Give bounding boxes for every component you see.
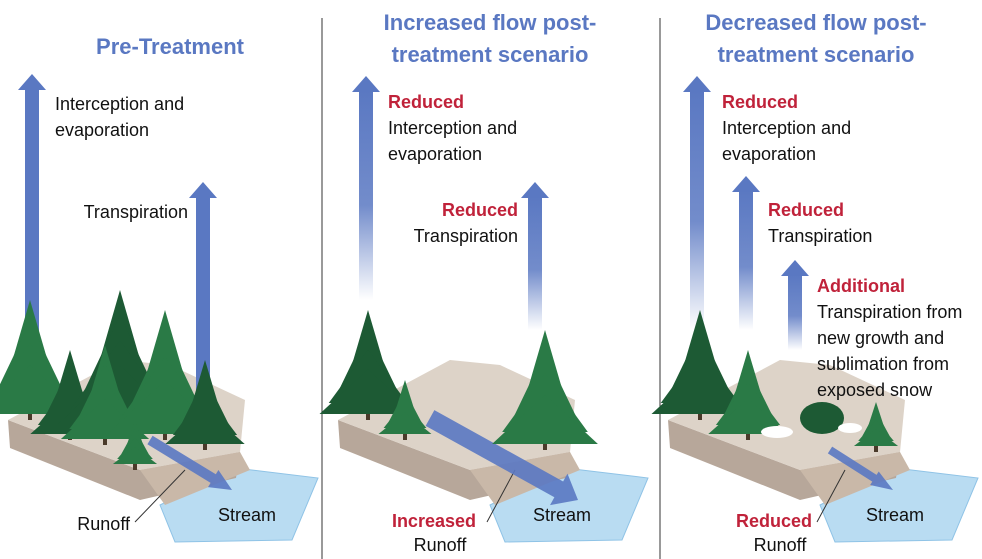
label: Runoff xyxy=(754,535,808,555)
flow-arrow xyxy=(528,196,542,330)
tree xyxy=(319,369,417,414)
qualifier: Additional xyxy=(817,276,905,296)
leader xyxy=(134,469,186,523)
flow-arrow xyxy=(690,90,704,330)
runoff-arrow xyxy=(827,446,893,490)
trunk xyxy=(698,412,702,420)
panel-title: Increased flow post- xyxy=(384,10,597,35)
tree xyxy=(651,369,749,414)
qualifier: Increased xyxy=(392,511,476,531)
label: Interception and xyxy=(388,118,517,138)
panel-title: treatment scenario xyxy=(392,42,589,67)
panel-title: Pre-Treatment xyxy=(96,34,245,59)
trunk xyxy=(28,412,32,420)
shrub xyxy=(800,402,844,434)
trunk xyxy=(133,462,137,470)
label: evaporation xyxy=(55,120,149,140)
label: Runoff xyxy=(414,535,468,555)
scenery xyxy=(0,74,979,543)
label: Stream xyxy=(866,505,924,525)
arrow-head xyxy=(18,74,46,90)
label: exposed snow xyxy=(817,380,933,400)
snow xyxy=(761,426,793,438)
trunk xyxy=(874,444,878,452)
leader xyxy=(816,469,846,523)
label: Stream xyxy=(218,505,276,525)
label: Interception and xyxy=(722,118,851,138)
label: Interception and xyxy=(55,94,184,114)
arrow-head xyxy=(683,76,711,92)
label: evaporation xyxy=(388,144,482,164)
flow-arrow xyxy=(25,88,39,360)
bank xyxy=(800,452,910,505)
qualifier: Reduced xyxy=(736,511,812,531)
ground xyxy=(668,360,905,470)
trunk xyxy=(203,442,207,450)
arrow-head xyxy=(732,176,760,192)
qualifier: Reduced xyxy=(768,200,844,220)
qualifier: Reduced xyxy=(442,200,518,220)
tree xyxy=(112,447,158,464)
tree xyxy=(165,408,245,444)
tree xyxy=(708,398,788,434)
arrow-head xyxy=(189,182,217,198)
flow-arrow xyxy=(788,274,802,350)
bank xyxy=(140,452,250,505)
flow-arrow xyxy=(739,190,753,330)
runoff-arrow xyxy=(147,435,232,490)
label: Runoff xyxy=(77,514,131,534)
trunk xyxy=(403,432,407,440)
label: Transpiration xyxy=(768,226,872,246)
arrow-head xyxy=(352,76,380,92)
arrow-head xyxy=(781,260,809,276)
snow xyxy=(838,423,862,433)
arrow-head xyxy=(521,182,549,198)
label: Transpiration xyxy=(84,202,188,222)
trunk xyxy=(746,432,750,440)
panel-title: treatment scenario xyxy=(718,42,915,67)
label: evaporation xyxy=(722,144,816,164)
leader xyxy=(486,469,516,523)
qualifier: Reduced xyxy=(722,92,798,112)
trunk xyxy=(163,432,167,440)
label: new growth and xyxy=(817,328,944,348)
label: Stream xyxy=(533,505,591,525)
flow-arrow xyxy=(196,196,210,410)
tree xyxy=(492,394,598,444)
runoff-arrow xyxy=(425,410,578,506)
qualifier: Reduced xyxy=(388,92,464,112)
label: Transpiration from xyxy=(817,302,962,322)
label: Transpiration xyxy=(414,226,518,246)
trunk xyxy=(366,412,370,420)
flow-arrow xyxy=(359,90,373,300)
panel-title: Decreased flow post- xyxy=(705,10,926,35)
label: sublimation from xyxy=(817,354,949,374)
trunk xyxy=(103,437,107,445)
tree xyxy=(853,429,899,446)
trunk xyxy=(543,442,547,450)
tree xyxy=(378,412,432,434)
